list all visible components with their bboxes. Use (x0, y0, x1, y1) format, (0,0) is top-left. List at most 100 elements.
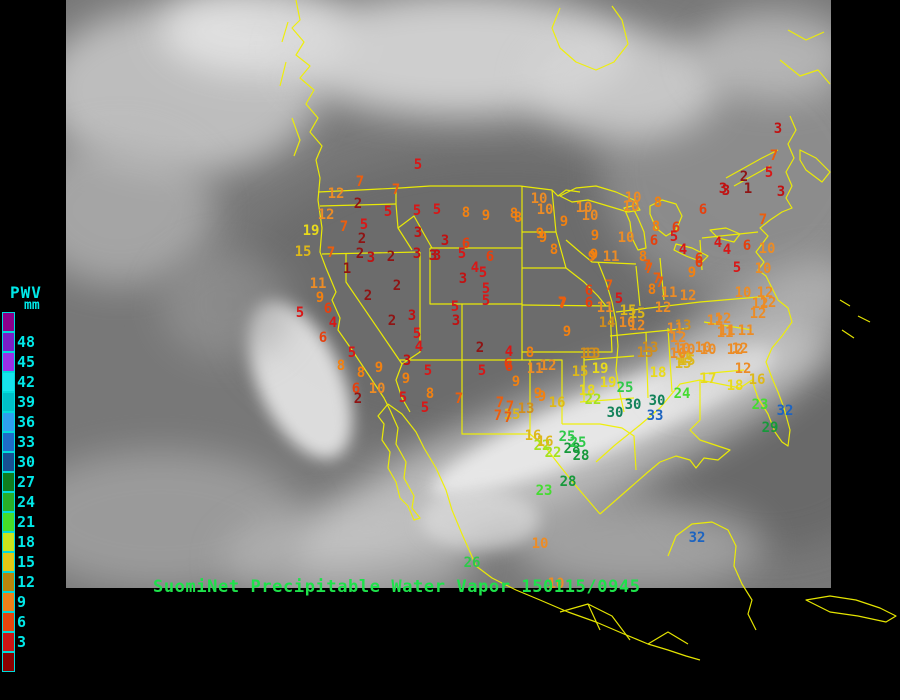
legend-swatch (2, 392, 15, 412)
station-pwv-value: 2 (354, 391, 362, 407)
station-pwv-value: 11 (527, 361, 544, 377)
legend-label: 45 (17, 353, 36, 371)
station-pwv-value: 9 (688, 265, 696, 281)
station-pwv-value: 18 (727, 378, 744, 394)
legend-entry: 27 (2, 472, 62, 492)
station-pwv-value: 15 (572, 364, 589, 380)
station-pwv-value: 2 (387, 249, 395, 265)
station-pwv-value: 8 (426, 386, 434, 402)
station-pwv-value: 8 (639, 249, 647, 265)
station-pwv-value: 5 (479, 265, 487, 281)
station-pwv-value: 8 (654, 195, 662, 211)
station-pwv-value: 5 (413, 203, 421, 219)
station-pwv-value: 16 (537, 434, 554, 450)
station-pwv-value: 15 (629, 306, 646, 322)
legend-entry: 12 (2, 572, 62, 592)
station-pwv-value: 11 (717, 325, 734, 341)
station-pwv-value: 3 (403, 353, 411, 369)
station-pwv-value: 6 (319, 330, 327, 346)
station-pwv-value: 10 (735, 285, 752, 301)
station-pwv-value: 15 (679, 353, 696, 369)
station-pwv-value: 9 (563, 324, 571, 340)
station-pwv-value: 2 (393, 278, 401, 294)
legend-swatch (2, 352, 15, 372)
legend-rows: 48 45 42 39 36 33 30 27 24 21 18 15 12 9 6 3 (2, 312, 62, 672)
station-pwv-value: 15 (675, 356, 692, 372)
station-pwv-value: 10 (618, 230, 635, 246)
station-pwv-value: 8 (510, 206, 518, 222)
legend-label: 18 (17, 533, 36, 551)
station-pwv-value: 3 (452, 313, 460, 329)
station-pwv-value: 12 (680, 288, 697, 304)
legend-entry: 45 (2, 352, 62, 372)
station-pwv-value: 16 (549, 395, 566, 411)
station-pwv-value: 10 (531, 191, 548, 207)
station-pwv-value: 12 (732, 341, 749, 357)
legend-label: 48 (17, 333, 36, 351)
station-pwv-value: 11 (603, 249, 620, 265)
station-pwv-value: 30 (649, 393, 666, 409)
legend-entry: 30 (2, 452, 62, 472)
station-pwv-value: 19 (600, 375, 617, 391)
station-pwv-value: 13 (580, 346, 597, 362)
station-pwv-value: 12 (318, 207, 335, 223)
station-pwv-value: 5 (360, 217, 368, 233)
station-pwv-value: 11 (719, 323, 736, 339)
station-pwv-value: 16 (525, 428, 542, 444)
station-pwv-value: 2 (358, 231, 366, 247)
station-pwv-value: 22 (585, 392, 602, 408)
station-pwv-value: 9 (536, 226, 544, 242)
station-pwv-value: 3 (367, 250, 375, 266)
station-pwv-value: 13 (637, 345, 654, 361)
station-pwv-value: 10 (670, 346, 687, 362)
station-pwv-value: 6 (352, 381, 360, 397)
station-pwv-value: 7 (392, 182, 400, 198)
legend-label: 36 (17, 413, 36, 431)
station-pwv-value: 9 (560, 214, 568, 230)
station-pwv-value: 10 (625, 190, 642, 206)
station-pwv-value: 6 (672, 220, 680, 236)
legend-swatch (2, 532, 15, 552)
station-pwv-value: 5 (765, 165, 773, 181)
station-pwv-value: 12 (540, 358, 557, 374)
station-pwv-value: 25 (617, 380, 634, 396)
station-pwv-value: 10 (537, 202, 554, 218)
station-pwv-value: 7 (455, 391, 463, 407)
station-pwv-value: 5 (670, 229, 678, 245)
station-pwv-value: 8 (652, 219, 660, 235)
station-pwv-value: 8 (526, 345, 534, 361)
station-pwv-value: 5 (413, 326, 421, 342)
station-pwv-value: 7 (759, 212, 767, 228)
station-pwv-value: 26 (464, 555, 481, 571)
legend-swatch (2, 492, 15, 512)
station-pwv-value: 9 (375, 360, 383, 376)
station-pwv-value: 12 (655, 300, 672, 316)
station-pwv-value: 10 (532, 536, 549, 552)
legend-swatch (2, 612, 15, 632)
station-pwv-value: 15 (677, 351, 694, 367)
legend-label: 30 (17, 453, 36, 471)
station-pwv-value: 7 (494, 408, 502, 424)
station-pwv-value: 5 (384, 204, 392, 220)
station-pwv-value: 4 (714, 235, 722, 251)
station-pwv-value: 13 (584, 346, 601, 362)
legend-swatch (2, 372, 15, 392)
station-pwv-value: 4 (471, 260, 479, 276)
station-pwv-value: 15 (504, 407, 521, 423)
station-pwv-value: 1 (744, 181, 752, 197)
station-pwv-value: 8 (357, 365, 365, 381)
station-pwv-value: 4 (329, 315, 337, 331)
station-pwv-value: 7 (506, 399, 514, 415)
legend-entry: 3 (2, 632, 62, 652)
station-pwv-value: 12 (750, 306, 767, 322)
station-pwv-value: 5 (451, 299, 459, 315)
station-pwv-value: 3 (414, 225, 422, 241)
station-pwv-value: 5 (482, 293, 490, 309)
station-pwv-value: 25 (559, 429, 576, 445)
station-pwv-value: 12 (707, 313, 724, 329)
station-pwv-value: 2 (354, 196, 362, 212)
station-pwv-value: 9 (316, 290, 324, 306)
station-pwv-value: 12 (727, 342, 744, 358)
station-pwv-value: 5 (733, 260, 741, 276)
